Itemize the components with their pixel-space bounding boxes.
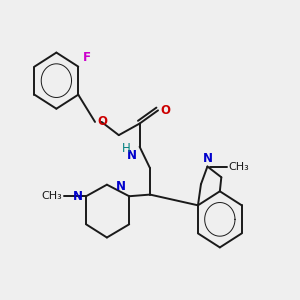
Text: N: N xyxy=(116,180,126,193)
Text: N: N xyxy=(202,152,212,165)
Text: O: O xyxy=(97,116,107,128)
Text: CH₃: CH₃ xyxy=(42,191,62,201)
Text: N: N xyxy=(127,149,136,162)
Text: CH₃: CH₃ xyxy=(228,161,249,172)
Text: H: H xyxy=(122,142,130,155)
Text: F: F xyxy=(83,51,91,64)
Text: N: N xyxy=(73,190,83,203)
Text: O: O xyxy=(160,104,170,117)
